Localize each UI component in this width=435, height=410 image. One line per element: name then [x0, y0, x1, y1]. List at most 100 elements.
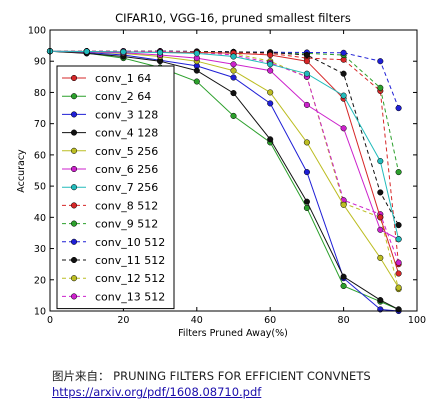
- data-point: [267, 136, 274, 143]
- legend-label: conv_7 256: [95, 181, 158, 194]
- legend-label: conv_2 64: [95, 90, 151, 103]
- y-tick-label: 60: [34, 150, 46, 161]
- x-tick-label: 60: [264, 315, 276, 326]
- legend-item: conv_10 512: [62, 236, 165, 249]
- data-point: [340, 70, 347, 77]
- data-point: [377, 297, 384, 304]
- legend-swatch-marker: [70, 147, 78, 154]
- data-point: [377, 84, 384, 91]
- legend-swatch-marker: [70, 293, 78, 300]
- data-point: [377, 214, 384, 221]
- legend-swatch-marker: [70, 275, 78, 282]
- data-point: [230, 90, 237, 97]
- legend-label: conv_5 256: [95, 145, 158, 158]
- legend-item: conv_7 256: [62, 181, 158, 194]
- x-tick-label: 0: [47, 315, 53, 326]
- data-point: [377, 226, 384, 233]
- legend-label: conv_9 512: [95, 218, 158, 231]
- legend-label: conv_11 512: [95, 254, 165, 267]
- data-point: [303, 101, 310, 108]
- data-point: [83, 48, 90, 55]
- data-point: [230, 74, 237, 81]
- data-point: [193, 67, 200, 74]
- data-point: [230, 61, 237, 68]
- series-conv_7-256: [46, 48, 402, 243]
- legend-swatch-marker: [70, 202, 78, 209]
- data-point: [377, 254, 384, 261]
- legend-swatch-marker: [70, 220, 78, 227]
- data-point: [303, 58, 310, 65]
- y-tick-label: 20: [34, 275, 46, 286]
- legend-item: conv_11 512: [62, 254, 165, 267]
- legend-label: conv_12 512: [95, 272, 165, 285]
- data-point: [303, 169, 310, 176]
- y-tick-label: 80: [34, 88, 46, 99]
- legend-item: conv_1 64: [62, 72, 151, 85]
- y-tick-label: 10: [34, 307, 46, 318]
- y-tick-label: 100: [28, 26, 46, 37]
- legend-item: conv_5 256: [62, 145, 158, 158]
- x-axis-label: Filters Pruned Away(%): [178, 328, 288, 339]
- data-point: [340, 282, 347, 290]
- legend-item: conv_13 512: [62, 290, 165, 303]
- source-caption: 图片来自： PRUNING FILTERS FOR EFFICIENT CONV…: [52, 369, 371, 383]
- y-tick-label: 50: [34, 182, 46, 193]
- legend-item: conv_9 512: [62, 218, 158, 231]
- y-tick-label: 30: [34, 244, 46, 255]
- data-point: [267, 89, 274, 96]
- legend-swatch-marker: [70, 74, 78, 82]
- legend-label: conv_13 512: [95, 290, 165, 303]
- chart: CIFAR10, VGG-16, pruned smallest filters…: [16, 11, 426, 339]
- y-axis-label: Accuracy: [16, 149, 27, 193]
- legend-swatch-marker: [70, 129, 78, 136]
- data-point: [303, 139, 310, 146]
- data-point: [377, 58, 384, 65]
- data-point: [395, 105, 402, 112]
- y-tick-label: 90: [34, 57, 46, 68]
- data-point: [230, 53, 237, 60]
- legend-swatch-marker: [70, 238, 78, 245]
- data-point: [157, 49, 164, 56]
- legend-swatch-marker: [70, 256, 78, 264]
- data-point: [395, 270, 402, 277]
- legend-item: conv_6 256: [62, 163, 158, 176]
- legend-label: conv_6 256: [95, 163, 158, 176]
- data-point: [267, 61, 274, 68]
- data-point: [340, 92, 347, 99]
- data-point: [303, 70, 310, 77]
- series-layer: [46, 48, 402, 315]
- legend-label: conv_1 64: [95, 72, 151, 85]
- data-point: [193, 78, 200, 85]
- data-point: [230, 67, 237, 74]
- data-point: [340, 125, 347, 132]
- data-point: [267, 100, 274, 107]
- data-point: [340, 273, 347, 280]
- legend-label: conv_10 512: [95, 236, 165, 249]
- legend-item: conv_8 512: [62, 199, 158, 212]
- source-link[interactable]: https://arxiv.org/pdf/1608.08710.pdf: [52, 385, 262, 399]
- data-point: [120, 48, 127, 55]
- x-tick-label: 20: [117, 315, 129, 326]
- x-tick-label: 80: [338, 315, 350, 326]
- data-point: [230, 112, 237, 119]
- legend-item: conv_2 64: [62, 90, 151, 103]
- y-tick-label: 70: [34, 119, 46, 130]
- legend: conv_1 64 conv_2 64 conv_3 128 conv_4 128 co…: [56, 65, 175, 310]
- data-point: [395, 284, 402, 291]
- x-tick-label: 100: [408, 315, 426, 326]
- data-point: [303, 51, 310, 59]
- data-point: [377, 158, 384, 165]
- chart-title: CIFAR10, VGG-16, pruned smallest filters: [115, 11, 351, 25]
- data-point: [267, 67, 274, 74]
- legend-swatch-marker: [70, 184, 78, 191]
- plot-frame: [49, 29, 418, 312]
- y-tick-label: 40: [34, 213, 46, 224]
- data-point: [395, 169, 402, 176]
- legend-swatch-marker: [70, 111, 78, 118]
- legend-item: conv_12 512: [62, 272, 165, 285]
- data-point: [395, 222, 402, 229]
- data-point: [377, 189, 384, 196]
- data-point: [340, 201, 347, 208]
- legend-label: conv_8 512: [95, 199, 158, 212]
- legend-swatch-marker: [70, 93, 78, 100]
